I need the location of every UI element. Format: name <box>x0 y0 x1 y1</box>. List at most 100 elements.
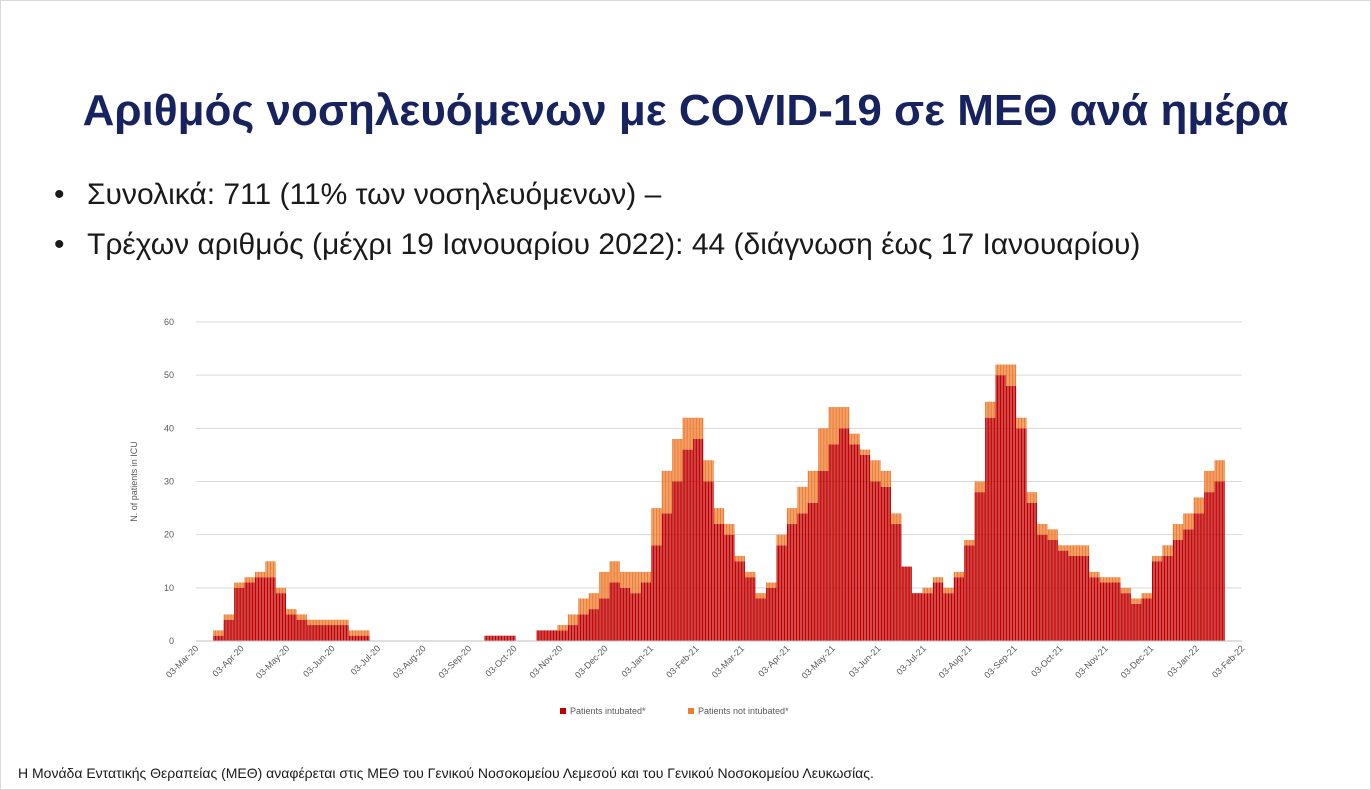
bar-intubated <box>1028 502 1030 641</box>
bar-not-intubated <box>290 609 292 615</box>
bar-intubated <box>1192 529 1194 641</box>
bar-not-intubated <box>615 561 617 583</box>
bar-intubated <box>333 625 336 641</box>
bar-intubated <box>563 630 565 641</box>
bar-not-intubated <box>1134 598 1136 604</box>
bar-intubated <box>922 593 924 641</box>
bar-intubated <box>646 582 649 641</box>
bar-intubated <box>1095 577 1097 641</box>
bar-intubated <box>547 630 549 641</box>
bar-not-intubated <box>928 587 930 594</box>
bar-intubated <box>266 577 269 641</box>
bar-intubated <box>827 470 829 641</box>
bar-not-intubated <box>1011 364 1014 386</box>
y-tick-label: 20 <box>164 530 174 540</box>
bar-intubated <box>231 619 233 641</box>
bar-intubated <box>487 635 489 641</box>
bar-intubated <box>323 625 325 641</box>
bar-not-intubated <box>1220 460 1222 482</box>
bar-intubated <box>985 417 987 641</box>
bar-not-intubated <box>1159 555 1161 562</box>
bar-not-intubated <box>281 587 284 594</box>
bar-not-intubated <box>986 401 988 418</box>
bar-not-intubated <box>819 428 821 471</box>
bar-intubated <box>1160 561 1163 641</box>
bar-not-intubated <box>840 407 842 429</box>
bar-not-intubated <box>952 587 954 594</box>
bar-intubated <box>1092 577 1094 641</box>
bar-not-intubated <box>740 555 742 562</box>
bar-intubated <box>278 593 281 641</box>
bar-intubated <box>1214 481 1216 641</box>
bar-intubated <box>1031 502 1033 641</box>
bar-not-intubated <box>788 508 790 525</box>
bar-not-intubated <box>618 561 620 583</box>
bar-intubated <box>813 502 815 641</box>
bar-not-intubated <box>731 524 734 535</box>
bar-not-intubated <box>643 571 646 583</box>
bar-not-intubated <box>1004 364 1006 376</box>
bar-intubated <box>904 566 906 641</box>
bar-not-intubated <box>688 417 690 450</box>
bar-not-intubated <box>961 571 963 578</box>
bar-intubated <box>594 609 596 641</box>
bar-not-intubated <box>214 630 216 636</box>
bar-intubated <box>1132 603 1134 641</box>
bar-not-intubated <box>348 630 351 636</box>
bar-intubated <box>304 619 306 641</box>
bar-not-intubated <box>825 428 827 471</box>
bar-intubated <box>262 577 264 641</box>
bar-intubated <box>1043 534 1045 641</box>
y-tick-label: 30 <box>164 477 174 487</box>
bar-not-intubated <box>1128 587 1130 594</box>
bullet-list: • Συνολικά: 711 (11% των νοσηλευόμενων) … <box>52 172 1140 272</box>
bar-intubated <box>891 524 893 641</box>
bar-intubated <box>335 625 337 641</box>
bar-not-intubated <box>1095 571 1097 578</box>
bar-not-intubated <box>600 571 602 599</box>
bar-not-intubated <box>874 460 877 482</box>
bar-intubated <box>1090 577 1093 641</box>
bar-intubated <box>615 582 617 641</box>
bar-intubated <box>894 524 896 641</box>
bar-not-intubated <box>931 587 933 594</box>
bar-intubated <box>286 614 288 641</box>
bar-not-intubated <box>779 534 781 546</box>
bar-intubated <box>865 454 868 641</box>
bar-not-intubated <box>253 577 255 583</box>
bar-intubated <box>241 587 243 641</box>
bar-not-intubated <box>843 407 845 429</box>
bar-not-intubated <box>991 401 993 418</box>
bar-not-intubated <box>1201 497 1203 514</box>
bullet-text-current: Τρέχων αριθμός (μέχρι 19 Ιανουαρίου 2022… <box>87 228 1141 261</box>
bar-not-intubated <box>1037 524 1039 535</box>
bar-not-intubated <box>842 407 844 429</box>
bar-intubated <box>751 577 753 641</box>
bar-not-intubated <box>889 470 891 487</box>
bar-not-intubated <box>709 460 711 482</box>
bar-not-intubated <box>259 571 261 578</box>
bar-not-intubated <box>801 486 804 514</box>
bar-intubated <box>1119 582 1121 641</box>
bar-intubated <box>633 593 635 641</box>
bar-intubated <box>682 449 684 641</box>
bar-not-intubated <box>330 619 333 626</box>
bar-not-intubated <box>1180 524 1182 540</box>
bar-intubated <box>855 444 857 641</box>
bar-intubated <box>773 587 775 641</box>
bar-not-intubated <box>1144 593 1146 599</box>
bar-intubated <box>1002 375 1005 641</box>
bar-intubated <box>862 454 865 641</box>
bar-not-intubated <box>871 460 874 482</box>
bar-not-intubated <box>353 630 355 636</box>
bar-intubated <box>630 593 632 641</box>
bar-intubated <box>970 545 972 641</box>
bar-intubated <box>767 587 769 641</box>
bar-not-intubated <box>579 598 582 615</box>
bar-not-intubated <box>924 587 926 594</box>
bar-intubated <box>1026 502 1029 641</box>
bar-intubated <box>1150 598 1152 641</box>
bar-not-intubated <box>283 587 285 594</box>
bar-intubated <box>988 417 990 641</box>
bar-intubated <box>1017 428 1020 641</box>
